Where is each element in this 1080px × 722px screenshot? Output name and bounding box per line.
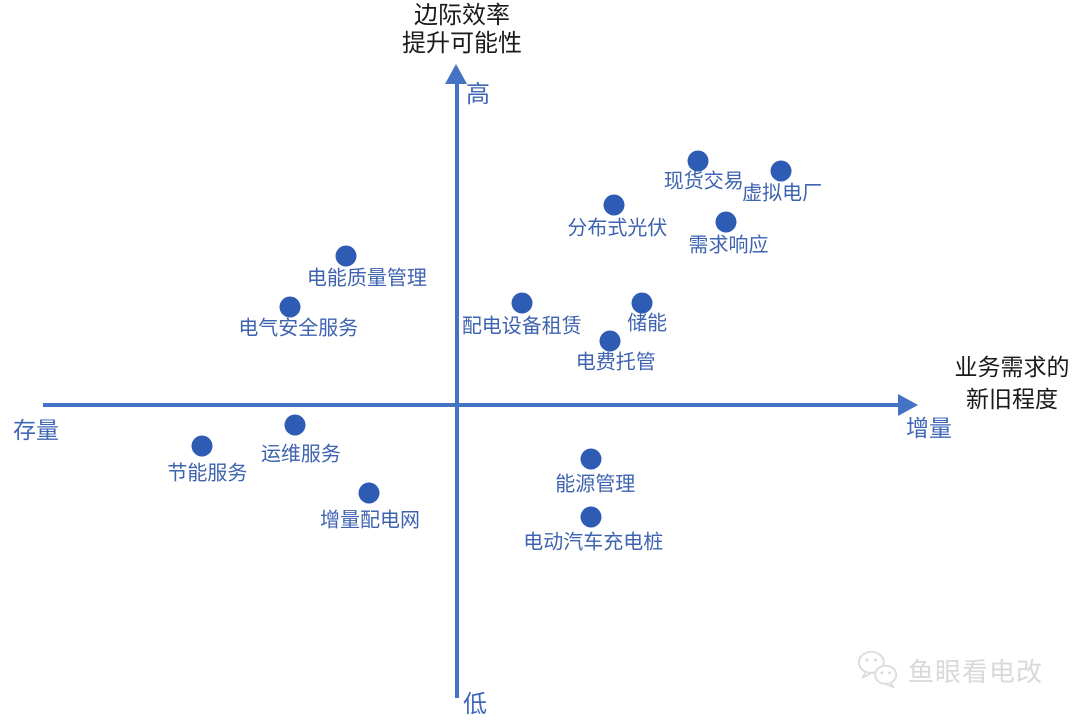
data-point-dot bbox=[631, 292, 653, 314]
x-axis-title-line2: 新旧程度 bbox=[966, 386, 1058, 412]
x-axis-max-label: 增量 bbox=[906, 415, 952, 441]
data-point-label: 需求响应 bbox=[688, 234, 769, 257]
data-point-label: 储能 bbox=[627, 312, 668, 335]
data-point-label: 配电设备租赁 bbox=[461, 315, 582, 338]
x-axis-line bbox=[43, 403, 900, 407]
data-point-dot bbox=[603, 194, 625, 216]
y-axis-max-label: 高 bbox=[466, 81, 490, 108]
x-axis-title: 业务需求的 新旧程度 bbox=[947, 351, 1077, 415]
data-point-dot bbox=[580, 506, 602, 528]
data-point-dot bbox=[715, 211, 737, 233]
data-point-label: 电费托管 bbox=[575, 351, 656, 374]
x-axis-title-line1: 业务需求的 bbox=[954, 354, 1070, 380]
data-point-dot bbox=[284, 414, 306, 436]
watermark: 鱼眼看电改 bbox=[856, 648, 1043, 692]
y-axis-line bbox=[455, 80, 459, 698]
x-axis-arrow-icon bbox=[898, 394, 918, 416]
data-point-dot bbox=[335, 245, 357, 267]
data-point-label: 现货交易 bbox=[663, 170, 744, 193]
data-point-dot bbox=[599, 330, 621, 352]
y-axis-min-label: 低 bbox=[463, 691, 487, 718]
y-axis-title: 边际效率 提升可能性 bbox=[352, 2, 572, 58]
data-point-dot bbox=[687, 150, 709, 172]
wechat-icon bbox=[857, 650, 898, 689]
data-point-dot bbox=[279, 296, 301, 318]
data-point-dot bbox=[511, 292, 533, 314]
data-point-label: 增量配电网 bbox=[320, 509, 421, 532]
watermark-text: 鱼眼看电改 bbox=[908, 656, 1044, 687]
data-point-label: 节能服务 bbox=[167, 462, 248, 485]
data-point-dot bbox=[191, 435, 213, 457]
data-point-dot bbox=[770, 160, 792, 182]
data-point-label: 运维服务 bbox=[260, 443, 341, 466]
y-axis-title-line1: 边际效率 bbox=[414, 2, 510, 29]
data-point-label: 电动汽车充电桩 bbox=[523, 531, 664, 554]
data-point-label: 分布式光伏 bbox=[567, 217, 668, 240]
y-axis-title-line2: 提升可能性 bbox=[402, 30, 522, 57]
data-point-label: 电气安全服务 bbox=[238, 317, 359, 340]
data-point-label: 虚拟电厂 bbox=[742, 182, 823, 205]
data-point-label: 能源管理 bbox=[555, 473, 636, 496]
data-point-label: 电能质量管理 bbox=[306, 267, 427, 290]
y-axis-arrow-icon bbox=[445, 64, 467, 84]
data-point-dot bbox=[580, 448, 602, 470]
x-axis-min-label: 存量 bbox=[13, 417, 59, 443]
data-point-dot bbox=[358, 482, 380, 504]
